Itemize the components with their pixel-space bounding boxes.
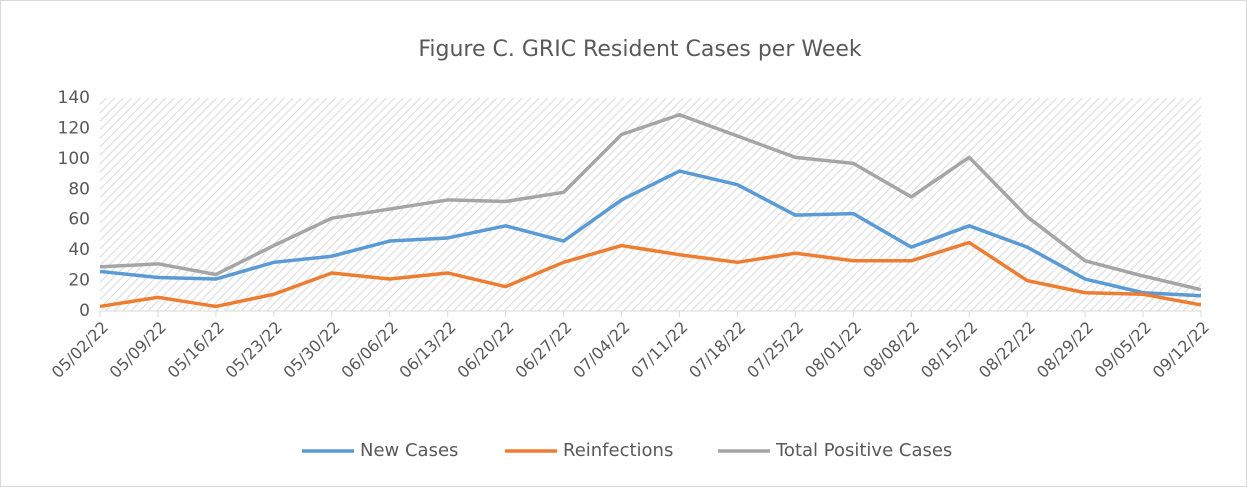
- y-tick-label: 140: [58, 88, 90, 108]
- y-tick-label: 20: [68, 271, 90, 291]
- legend-label: Reinfections: [563, 440, 673, 461]
- y-tick-label: 120: [58, 118, 90, 138]
- chart-title: Figure C. GRIC Resident Cases per Week: [418, 37, 862, 62]
- series-line: [99, 240, 1202, 309]
- legend-label: New Cases: [360, 440, 458, 461]
- y-tick-label: 60: [68, 210, 90, 230]
- series-line: [99, 169, 1202, 298]
- legend-label: Total Positive Cases: [775, 440, 952, 461]
- plot-area: [100, 98, 1201, 311]
- y-tick-label: 0: [79, 301, 90, 321]
- y-tick-label: 100: [58, 149, 90, 169]
- y-tick-label: 80: [68, 179, 90, 199]
- y-tick-label: 40: [68, 240, 90, 260]
- series-line: [99, 112, 1202, 292]
